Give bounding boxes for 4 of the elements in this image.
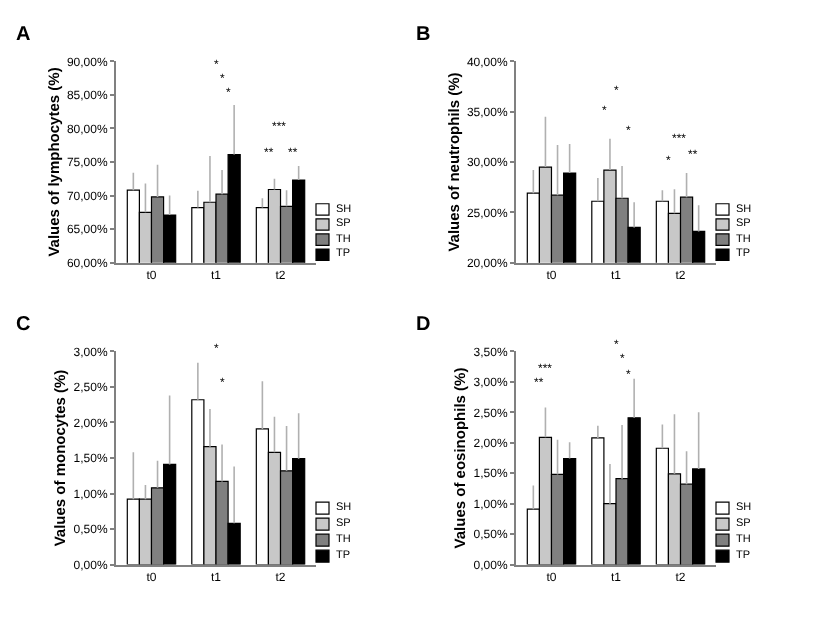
- chart-title: B: [416, 24, 431, 46]
- chart-title: C: [16, 314, 31, 336]
- chart-title: A: [16, 24, 31, 46]
- chart-title: D: [416, 314, 431, 336]
